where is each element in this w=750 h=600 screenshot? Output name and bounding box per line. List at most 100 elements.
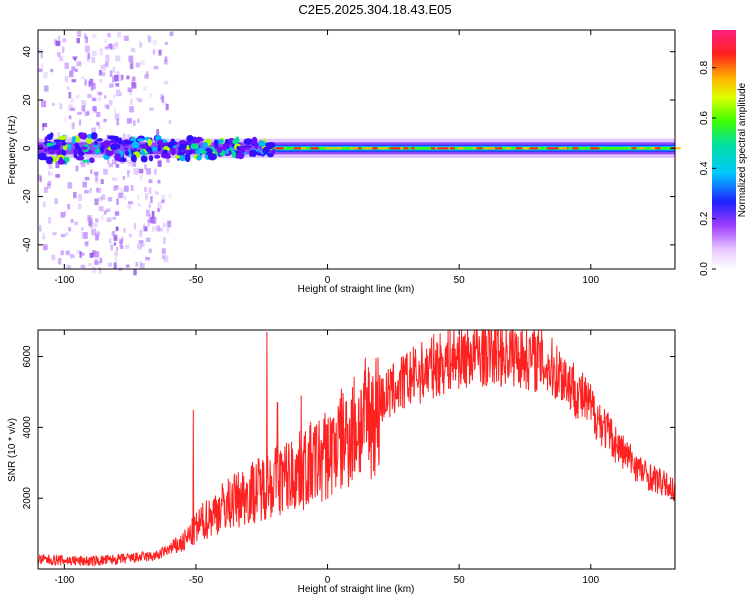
noise-speck (137, 118, 140, 123)
noise-speck (124, 244, 130, 249)
band-clump (103, 140, 111, 148)
noise-speck (84, 79, 88, 86)
band-clump (52, 144, 60, 150)
tone-peak (449, 147, 455, 150)
noise-speck (144, 186, 147, 192)
band-clump (107, 135, 116, 140)
band-clump (124, 147, 128, 151)
tone-peak (410, 147, 415, 150)
noise-speck (107, 197, 113, 202)
noise-speck (70, 219, 74, 223)
noise-speck (70, 107, 76, 111)
noise-speck (64, 62, 69, 69)
noise-speck (39, 176, 42, 183)
noise-speck (93, 222, 97, 228)
colorbar-tick-label: 0.2 (699, 211, 710, 225)
noise-speck (165, 103, 169, 111)
tone-peak (476, 147, 483, 150)
tone-peak (275, 147, 279, 150)
spectrogram-frame (37, 29, 676, 270)
noise-speck (87, 94, 92, 98)
noise-speck (44, 187, 48, 193)
band-clump (222, 143, 229, 150)
noise-speck (123, 35, 129, 41)
noise-speck (114, 41, 119, 47)
band-clump (73, 148, 78, 154)
noise-speck (119, 91, 123, 97)
noise-speck (152, 49, 156, 55)
band-clump (216, 139, 224, 144)
noise-speck (80, 252, 85, 256)
band-clump (204, 147, 213, 155)
noise-speck (105, 61, 109, 67)
band-clump (93, 143, 99, 148)
noise-speck (89, 252, 94, 258)
noise-speck (108, 99, 113, 106)
tone-peak (364, 147, 373, 150)
band-clump (193, 138, 201, 144)
band-clump (99, 145, 105, 153)
snr-x-tick-label: -50 (189, 575, 204, 586)
band-clump (57, 136, 67, 141)
tone-peak (495, 147, 503, 150)
noise-speck (107, 32, 111, 38)
tone-peak (300, 147, 306, 150)
noise-speck (130, 98, 133, 106)
noise-speck (124, 185, 129, 192)
noise-speck (112, 216, 116, 220)
band-clump (114, 153, 121, 161)
noise-speck (88, 221, 92, 227)
band-clump (58, 156, 63, 164)
noise-speck (161, 254, 165, 260)
noise-speck (98, 70, 103, 76)
noise-speck (84, 241, 89, 246)
band-clump (157, 144, 162, 152)
noise-speck (97, 96, 102, 102)
band-clump (262, 146, 270, 155)
noise-speck (96, 187, 99, 192)
spectrogram-x-ticks: -100 -50 0 50 100 (54, 30, 600, 286)
noise-speck (43, 85, 49, 92)
noise-speck (147, 219, 150, 227)
noise-speck (64, 76, 69, 82)
noise-speck (48, 164, 53, 169)
noise-speck (77, 111, 82, 115)
noise-speck (109, 238, 112, 244)
noise-speck (54, 198, 58, 205)
band-clump (157, 139, 164, 146)
noise-speck (60, 233, 66, 238)
noise-speck (64, 211, 67, 217)
noise-speck (162, 101, 167, 105)
noise-speck (150, 196, 153, 203)
noise-speck (112, 159, 117, 165)
noise-speck (166, 227, 170, 234)
noise-speck (157, 202, 162, 210)
noise-speck (91, 250, 97, 257)
noise-speck (114, 255, 118, 263)
noise-speck (68, 115, 72, 120)
noise-speck (125, 264, 130, 268)
noise-speck (161, 248, 166, 255)
noise-speck (144, 226, 148, 232)
noise-speck (124, 195, 127, 201)
noise-speck (83, 231, 89, 239)
tone-peak (472, 147, 476, 150)
spectrogram-frequency-band (37, 132, 681, 165)
noise-speck (157, 208, 160, 212)
noise-speck (96, 188, 102, 193)
noise-speck (51, 254, 56, 261)
noise-speck (107, 43, 113, 47)
noise-speck (73, 57, 77, 62)
band-clump (232, 139, 239, 145)
noise-speck (108, 262, 113, 267)
noise-speck (101, 194, 106, 200)
noise-speck (113, 230, 117, 236)
noise-speck (111, 76, 117, 83)
noise-speck (82, 181, 87, 188)
band-clump (140, 144, 149, 149)
band-clump (105, 148, 114, 157)
noise-speck (138, 168, 144, 174)
noise-speck (96, 121, 100, 126)
noise-speck (84, 33, 87, 39)
noise-speck (149, 37, 153, 43)
